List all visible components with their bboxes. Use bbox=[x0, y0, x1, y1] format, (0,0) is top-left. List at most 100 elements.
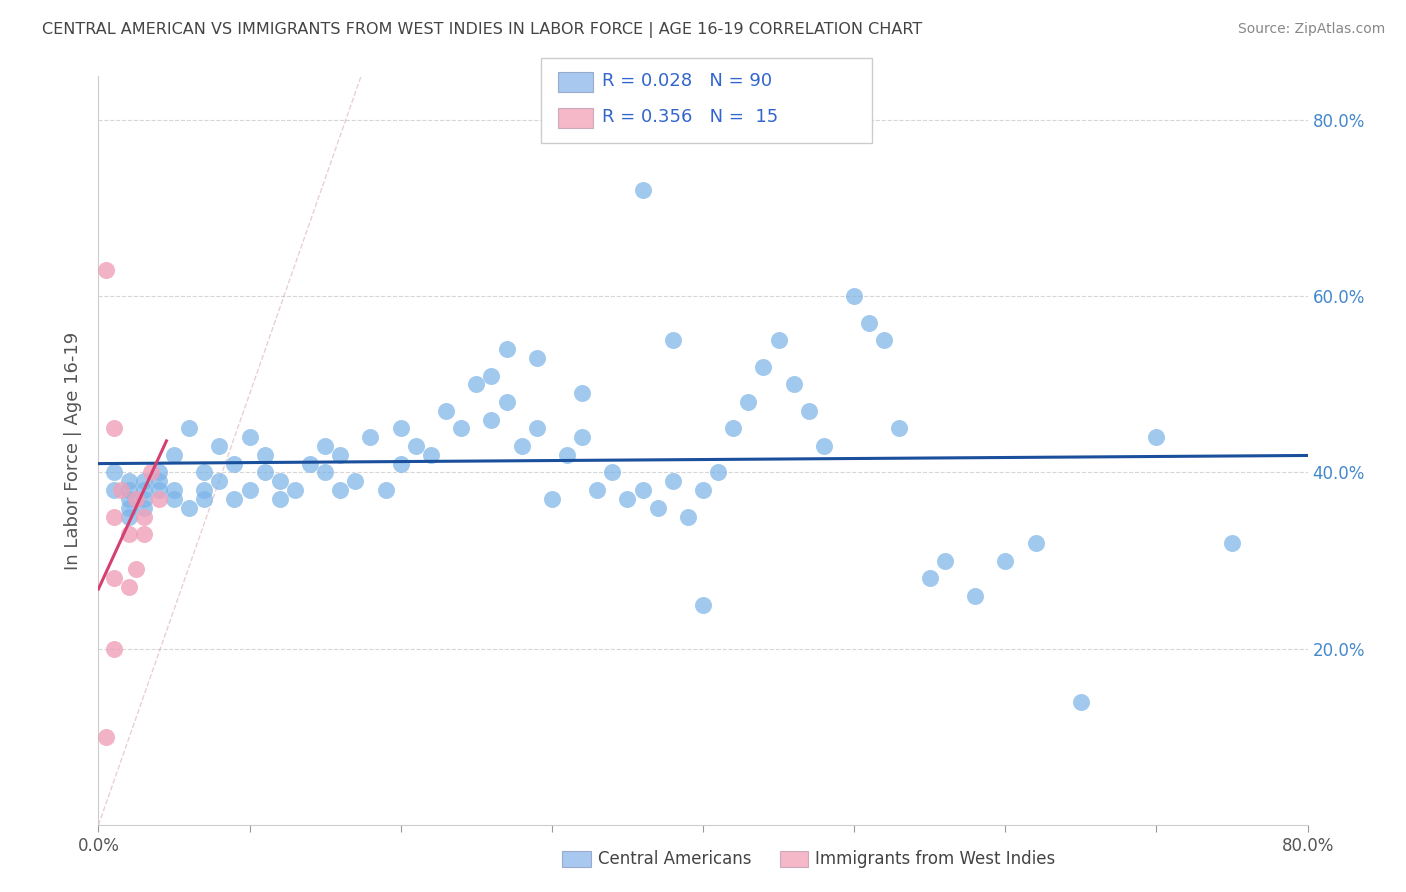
Point bbox=[193, 483, 215, 497]
Point bbox=[858, 316, 880, 330]
Point bbox=[132, 483, 155, 497]
Point bbox=[676, 509, 699, 524]
Point bbox=[179, 421, 201, 435]
Point bbox=[103, 421, 125, 435]
Point bbox=[616, 491, 638, 506]
Point bbox=[239, 430, 262, 444]
Point bbox=[299, 457, 322, 471]
Point bbox=[374, 483, 396, 497]
Point bbox=[94, 262, 117, 277]
Text: Source: ZipAtlas.com: Source: ZipAtlas.com bbox=[1237, 22, 1385, 37]
Point bbox=[103, 509, 125, 524]
Text: R = 0.356   N =  15: R = 0.356 N = 15 bbox=[602, 108, 778, 126]
Point bbox=[813, 439, 835, 453]
Point bbox=[141, 466, 163, 480]
Point bbox=[707, 466, 730, 480]
Point bbox=[179, 500, 201, 515]
Point bbox=[103, 641, 125, 656]
Point bbox=[193, 466, 215, 480]
Point bbox=[132, 527, 155, 541]
Point bbox=[118, 491, 141, 506]
Point bbox=[1024, 536, 1046, 550]
Point bbox=[752, 359, 775, 374]
Point bbox=[692, 598, 714, 612]
Point bbox=[873, 333, 896, 347]
Point bbox=[526, 351, 548, 365]
Point bbox=[934, 554, 956, 568]
Point bbox=[208, 439, 231, 453]
Point bbox=[434, 404, 457, 418]
Point bbox=[239, 483, 262, 497]
Point bbox=[253, 448, 276, 462]
Point bbox=[163, 448, 186, 462]
Point bbox=[844, 289, 866, 303]
Point bbox=[495, 342, 517, 356]
Point bbox=[118, 475, 141, 489]
Point bbox=[1144, 430, 1167, 444]
Point bbox=[918, 571, 941, 585]
Point bbox=[314, 439, 336, 453]
Point bbox=[405, 439, 427, 453]
Point bbox=[450, 421, 472, 435]
Point bbox=[118, 527, 141, 541]
Point bbox=[797, 404, 820, 418]
Point bbox=[965, 589, 987, 603]
Y-axis label: In Labor Force | Age 16-19: In Labor Force | Age 16-19 bbox=[65, 331, 83, 570]
Point bbox=[647, 500, 669, 515]
Point bbox=[723, 421, 745, 435]
Point bbox=[329, 448, 352, 462]
Point bbox=[94, 730, 117, 744]
Text: R = 0.028   N = 90: R = 0.028 N = 90 bbox=[602, 72, 772, 90]
Point bbox=[148, 491, 170, 506]
Point bbox=[495, 395, 517, 409]
Point bbox=[737, 395, 759, 409]
Point bbox=[103, 466, 125, 480]
Point bbox=[118, 580, 141, 594]
Point bbox=[163, 483, 186, 497]
Point bbox=[163, 491, 186, 506]
Point bbox=[692, 483, 714, 497]
Point bbox=[420, 448, 443, 462]
Point bbox=[103, 571, 125, 585]
Point bbox=[360, 430, 382, 444]
Point bbox=[284, 483, 307, 497]
Point bbox=[571, 386, 593, 401]
Point bbox=[1220, 536, 1243, 550]
Point bbox=[994, 554, 1017, 568]
Point bbox=[661, 475, 683, 489]
Point bbox=[481, 368, 503, 383]
Point bbox=[510, 439, 533, 453]
Point bbox=[631, 183, 654, 197]
Point bbox=[481, 412, 503, 426]
Point bbox=[132, 491, 155, 506]
Point bbox=[118, 483, 141, 497]
Point bbox=[389, 457, 412, 471]
Point bbox=[526, 421, 548, 435]
Point bbox=[208, 475, 231, 489]
Point bbox=[768, 333, 790, 347]
Text: Central Americans: Central Americans bbox=[598, 850, 751, 868]
Point bbox=[889, 421, 911, 435]
Point bbox=[125, 491, 148, 506]
Point bbox=[118, 509, 141, 524]
Point bbox=[465, 377, 488, 392]
Point bbox=[148, 475, 170, 489]
Text: CENTRAL AMERICAN VS IMMIGRANTS FROM WEST INDIES IN LABOR FORCE | AGE 16-19 CORRE: CENTRAL AMERICAN VS IMMIGRANTS FROM WEST… bbox=[42, 22, 922, 38]
Point bbox=[148, 466, 170, 480]
Point bbox=[118, 500, 141, 515]
Point bbox=[540, 491, 562, 506]
Point bbox=[586, 483, 609, 497]
Point bbox=[148, 483, 170, 497]
Point bbox=[269, 491, 291, 506]
Point bbox=[193, 491, 215, 506]
Point bbox=[571, 430, 593, 444]
Point bbox=[602, 466, 624, 480]
Point bbox=[389, 421, 412, 435]
Point bbox=[224, 491, 246, 506]
Text: Immigrants from West Indies: Immigrants from West Indies bbox=[815, 850, 1056, 868]
Point bbox=[329, 483, 352, 497]
Point bbox=[783, 377, 806, 392]
Point bbox=[314, 466, 336, 480]
Point bbox=[253, 466, 276, 480]
Point bbox=[344, 475, 367, 489]
